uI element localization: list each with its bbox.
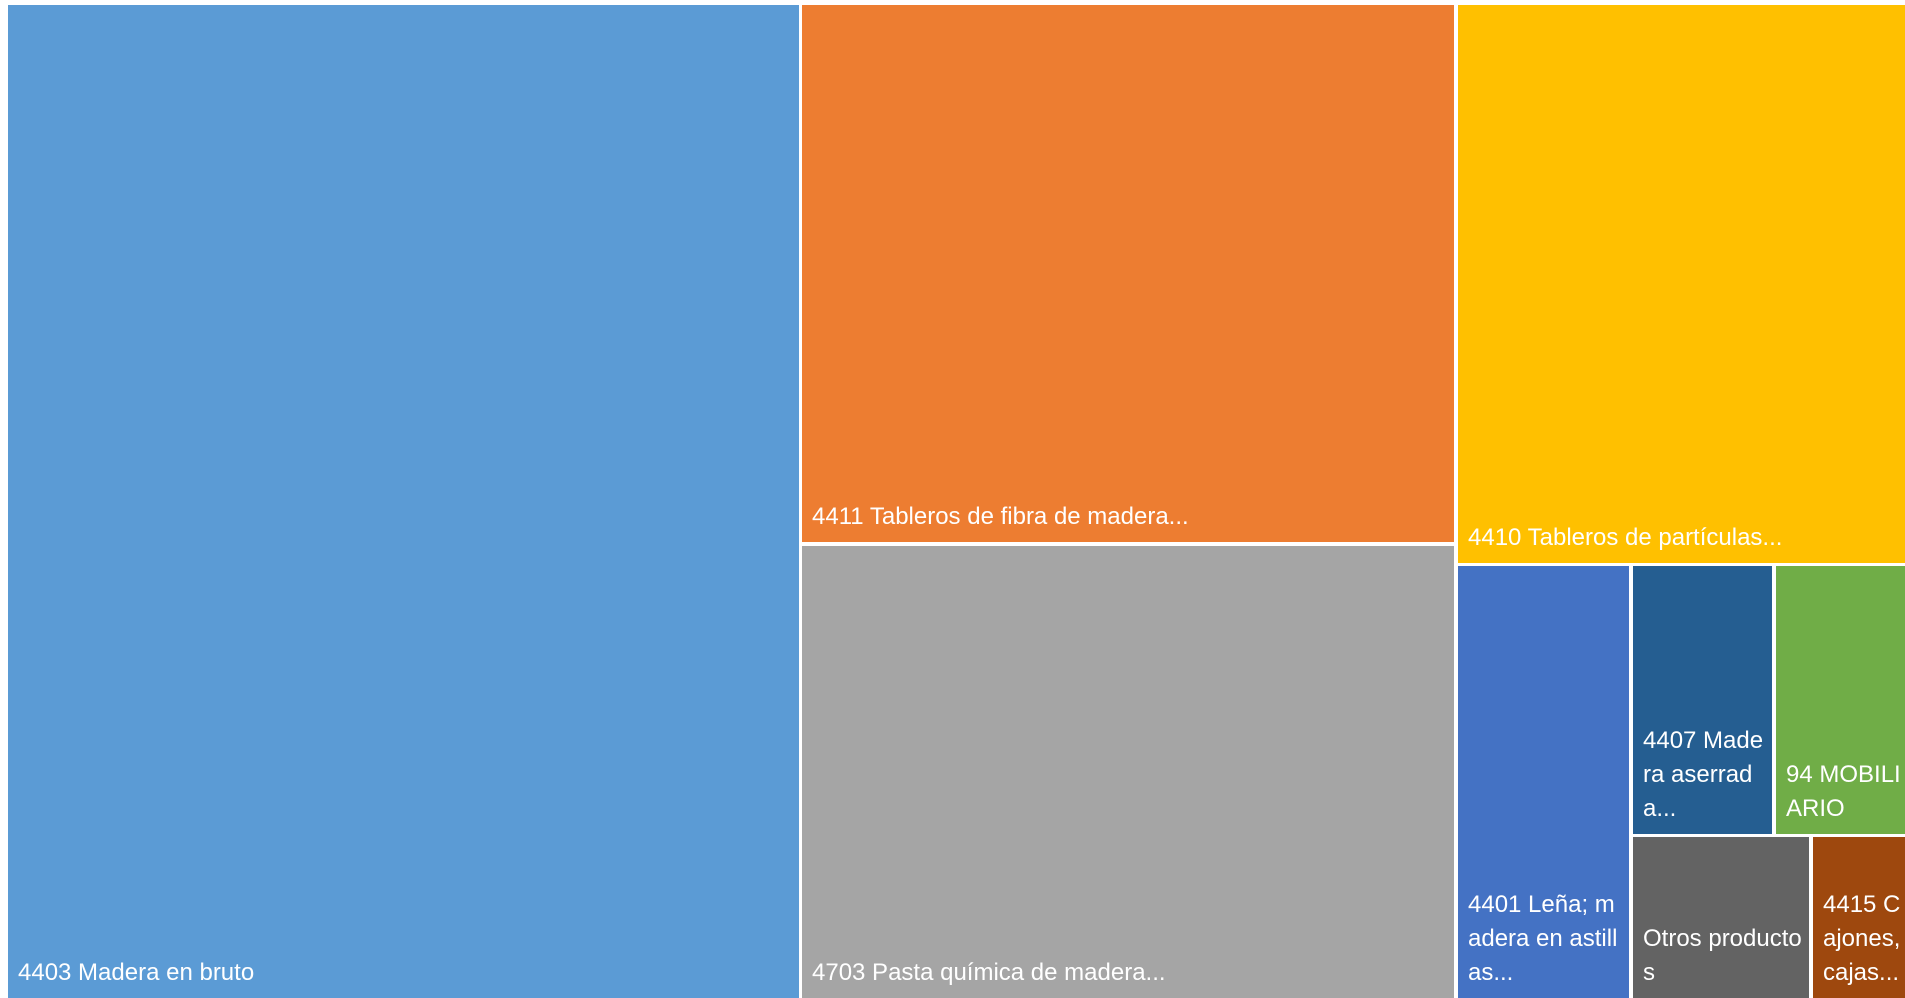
tile-4401: 4401 Leña; madera en astillas... bbox=[1458, 566, 1629, 998]
tile-4415: 4415 Cajones, cajas... bbox=[1813, 837, 1905, 998]
tile-label-94: 94 MOBILIARIO bbox=[1786, 761, 1901, 822]
tile-otros: Otros productos bbox=[1633, 837, 1809, 998]
tile-4410: 4410 Tableros de partículas... bbox=[1458, 5, 1905, 563]
tile-label-4703: 4703 Pasta química de madera... bbox=[812, 959, 1166, 986]
tile-label-4410: 4410 Tableros de partículas... bbox=[1468, 524, 1783, 551]
tile-label-4407: 4407 Madera aserrada... bbox=[1643, 727, 1764, 822]
tile-label-4411: 4411 Tableros de fibra de madera... bbox=[812, 503, 1189, 530]
tile-label-4415: 4415 Cajones, cajas... bbox=[1823, 891, 1901, 986]
tile-label-otros: Otros productos bbox=[1643, 925, 1802, 986]
tile-label-4401: 4401 Leña; madera en astillas... bbox=[1468, 891, 1618, 986]
tile-4703: 4703 Pasta química de madera... bbox=[802, 546, 1454, 998]
tile-4407: 4407 Madera aserrada... bbox=[1633, 566, 1772, 834]
tile-94: 94 MOBILIARIO bbox=[1776, 566, 1905, 834]
tile-4411: 4411 Tableros de fibra de madera... bbox=[802, 5, 1454, 542]
tile-4403: 4403 Madera en bruto bbox=[8, 5, 799, 998]
tile-label-4403: 4403 Madera en bruto bbox=[18, 959, 255, 986]
